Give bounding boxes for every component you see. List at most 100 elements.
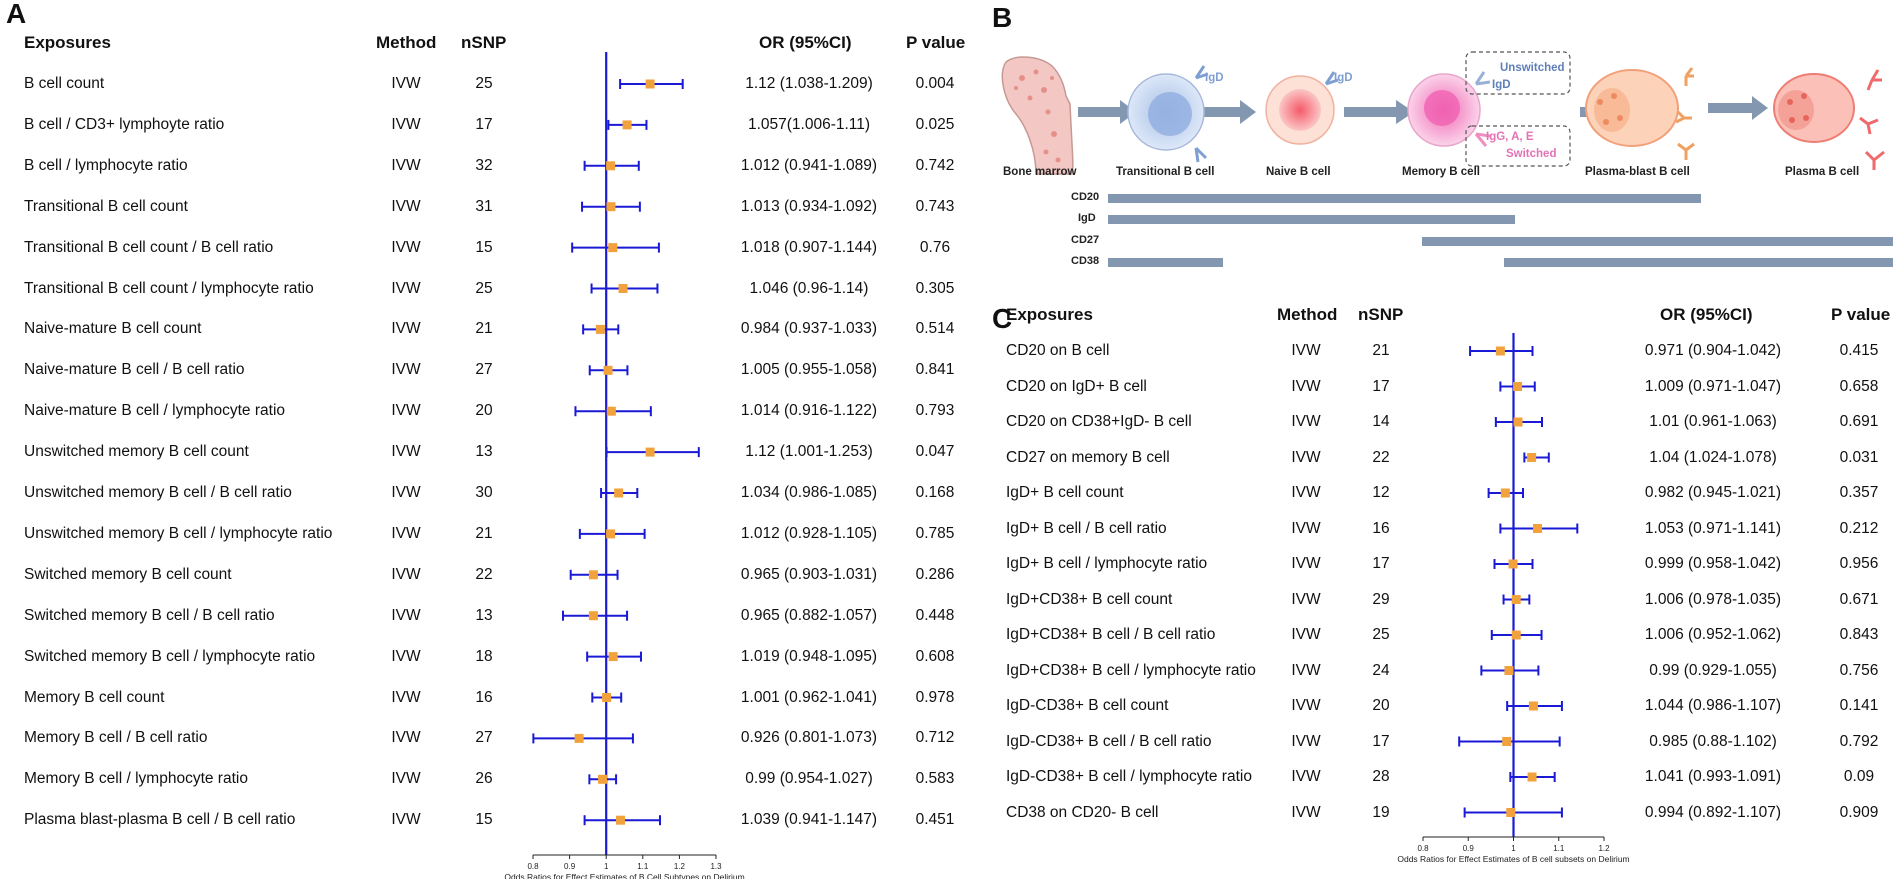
or-point — [1504, 666, 1514, 675]
exposure-label: CD20 on B cell — [1006, 342, 1110, 359]
p-value: 0.305 — [915, 279, 955, 297]
method-value: IVW — [1291, 768, 1321, 785]
or-point — [1527, 772, 1537, 782]
p-value: 0.671 — [1839, 590, 1879, 608]
or-point — [1528, 701, 1538, 711]
exposure-label: Unswitched memory B cell count — [24, 443, 249, 461]
method-value: IVW — [391, 729, 421, 747]
nsnp-value: 21 — [475, 320, 493, 338]
exposure-label: IgD+CD38+ B cell count — [1006, 590, 1173, 608]
p-value: 0.956 — [1839, 555, 1879, 572]
method-value: IVW — [391, 484, 421, 501]
or-point — [1502, 737, 1512, 746]
or-ci-value: 1.001 (0.962-1.041) — [740, 688, 878, 706]
nsnp-value: 21 — [475, 524, 493, 542]
or-ci-value: 1.006 (0.978-1.035) — [1644, 590, 1782, 608]
p-value: 0.658 — [1839, 377, 1879, 395]
or-ci-value: 1.012 (0.928-1.105) — [740, 524, 878, 542]
exposure-label: Switched memory B cell count — [24, 565, 232, 583]
or-ci-value: 1.005 (0.955-1.058) — [740, 361, 878, 379]
method-value: IVW — [391, 75, 421, 92]
arrow-icon — [1198, 100, 1256, 124]
p-value: 0.583 — [915, 770, 955, 788]
or-point — [602, 693, 612, 702]
p-value: 0.691 — [1839, 413, 1879, 430]
nsnp-value: 20 — [475, 402, 493, 420]
nsnp-value: 13 — [475, 606, 493, 624]
arrow-icon — [1344, 100, 1414, 124]
x-tick-label: 0.9 — [1463, 844, 1475, 853]
switched-ig-label: IgG, A, E — [1486, 131, 1534, 143]
or-point — [614, 488, 624, 498]
x-tick-label: 1.2 — [674, 862, 686, 871]
marker-bar-cd20 — [1108, 194, 1701, 203]
panel-label-c: C — [992, 303, 1013, 334]
nsnp-value: 17 — [1372, 555, 1390, 572]
marker-label: CD20 — [1071, 191, 1100, 203]
p-value: 0.031 — [1839, 448, 1879, 466]
p-value: 0.09 — [1843, 768, 1875, 785]
nsnp-value: 19 — [1372, 803, 1390, 821]
or-point — [595, 324, 605, 334]
p-value: 0.286 — [915, 565, 955, 583]
nsnp-value: 31 — [475, 197, 493, 215]
exposure-label: IgD+ B cell / lymphocyte ratio — [1006, 555, 1208, 572]
or-ci-value: 1.019 (0.948-1.095) — [740, 647, 878, 665]
p-value: 0.025 — [915, 115, 955, 133]
stage-label: Bone marrow — [1003, 166, 1077, 178]
exposure-label: B cell / lymphocyte ratio — [24, 156, 188, 174]
p-value: 0.909 — [1839, 803, 1879, 821]
exposure-label: IgD-CD38+ B cell / lymphocyte ratio — [1006, 768, 1252, 785]
or-ci-value: 1.012 (0.941-1.089) — [740, 156, 878, 174]
nsnp-value: 25 — [475, 75, 493, 92]
nsnp-value: 21 — [1372, 342, 1390, 359]
marker-bar-cd38-early — [1108, 258, 1223, 267]
p-value: 0.843 — [1839, 626, 1879, 643]
stage-label: Transitional B cell — [1116, 166, 1215, 178]
p-value: 0.514 — [915, 320, 955, 338]
method-value: IVW — [1291, 484, 1321, 501]
x-axis-label: Odds Ratios for Effect Estimates of B ce… — [1397, 854, 1629, 864]
method-value: IVW — [391, 238, 421, 256]
method-value: IVW — [391, 606, 421, 624]
stage-label: Naive B cell — [1266, 166, 1331, 178]
method-value: IVW — [1291, 661, 1321, 679]
or-ci-value: 1.018 (0.907-1.144) — [740, 238, 878, 256]
exposure-label: Transitional B cell count / B cell ratio — [24, 238, 274, 256]
or-ci-value: 1.12 (1.038-1.209) — [745, 75, 873, 92]
marker-label: CD38 — [1071, 255, 1100, 267]
method-value: IVW — [391, 647, 421, 665]
exposure-label: Memory B cell / lymphocyte ratio — [24, 770, 248, 788]
p-value: 0.785 — [915, 524, 955, 542]
nsnp-value: 16 — [1372, 519, 1390, 537]
arrow-icon — [1708, 96, 1768, 120]
or-ci-value: 0.965 (0.882-1.057) — [740, 606, 878, 624]
or-point — [645, 447, 655, 457]
or-point — [606, 202, 616, 212]
p-value: 0.212 — [1839, 519, 1879, 537]
header-method-a: Method — [376, 33, 437, 52]
or-ci-value: 1.044 (0.986-1.107) — [1644, 697, 1782, 714]
exposure-label: CD20 on CD38+IgD- B cell — [1006, 413, 1192, 430]
or-point — [1513, 382, 1523, 391]
or-ci-value: 0.984 (0.937-1.033) — [740, 320, 878, 338]
marker-label: IgD — [1078, 212, 1096, 224]
method-value: IVW — [1291, 626, 1321, 643]
nsnp-value: 30 — [475, 484, 493, 501]
or-point — [1527, 453, 1537, 462]
marker-bar-cd38-late — [1504, 258, 1893, 267]
or-point — [1511, 595, 1521, 604]
exposure-label: IgD+CD38+ B cell / lymphocyte ratio — [1006, 661, 1256, 679]
x-tick-label: 1.1 — [637, 862, 649, 871]
header-p-c: P value — [1831, 305, 1891, 324]
nsnp-value: 24 — [1372, 661, 1390, 679]
p-value: 0.047 — [915, 443, 955, 461]
x-axis-label: Odds Ratios for Effect Estimates of B Ce… — [504, 872, 744, 879]
method-value: IVW — [391, 361, 421, 379]
p-value: 0.743 — [915, 197, 955, 215]
or-ci-value: 0.971 (0.904-1.042) — [1644, 342, 1782, 359]
x-tick-label: 1 — [1511, 844, 1516, 853]
or-ci-value: 1.006 (0.952-1.062) — [1644, 626, 1782, 643]
unswitched-title: Unswitched — [1500, 62, 1565, 74]
